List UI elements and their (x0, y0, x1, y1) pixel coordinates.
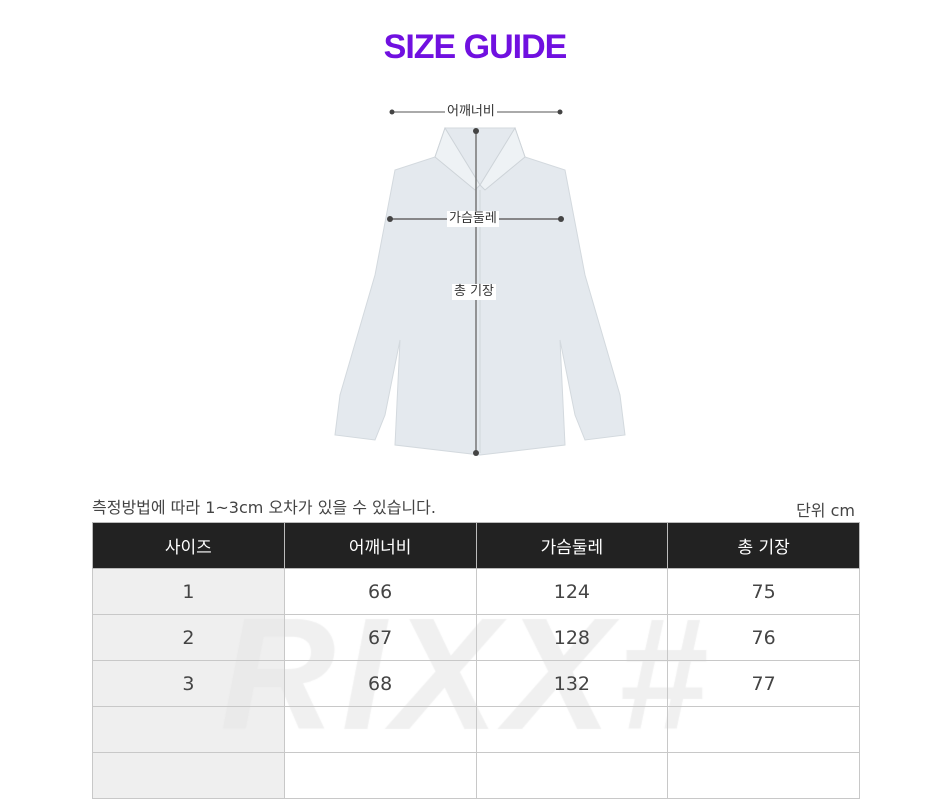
cell-length: 76 (667, 614, 860, 661)
chest-label: 가슴둘레 (447, 211, 499, 227)
cell-chest: 124 (475, 568, 669, 615)
header-shoulder: 어깨너비 (283, 522, 477, 569)
shirt-image (334, 109, 626, 456)
cell-length: 77 (667, 660, 860, 707)
cell-shoulder: 66 (283, 568, 477, 615)
cell-size: 1 (92, 568, 285, 615)
shoulder-label: 어깨너비 (445, 104, 497, 120)
cell-chest: 128 (475, 614, 669, 661)
header-chest: 가슴둘레 (475, 522, 669, 569)
table-header-row: 사이즈 어깨너비 가슴둘레 총 기장 (92, 522, 860, 569)
cell-length (667, 706, 860, 753)
cell-size: 2 (92, 614, 285, 661)
cell-size (92, 706, 285, 753)
header-length: 총 기장 (667, 522, 860, 569)
cell-length: 75 (667, 568, 860, 615)
unit-label: 단위 cm (796, 501, 855, 520)
cell-shoulder (283, 706, 477, 753)
measurement-note: 측정방법에 따라 1~3cm 오차가 있을 수 있습니다. (92, 498, 436, 517)
table-row (92, 706, 860, 753)
cell-shoulder (283, 752, 477, 799)
cell-size (92, 752, 285, 799)
table-row: 3 68 132 77 (92, 660, 860, 707)
cell-chest (475, 706, 669, 753)
table-row: 2 67 128 76 (92, 614, 860, 661)
table-row: 1 66 124 75 (92, 568, 860, 615)
cell-length (667, 752, 860, 799)
cell-chest: 132 (475, 660, 669, 707)
cell-chest (475, 752, 669, 799)
header-size: 사이즈 (92, 522, 285, 569)
cell-size: 3 (92, 660, 285, 707)
cell-shoulder: 67 (283, 614, 477, 661)
size-table: 사이즈 어깨너비 가슴둘레 총 기장 1 66 124 75 2 67 128 76 3 68 13… (92, 522, 860, 799)
shirt-measurement-diagram: 어깨너비 가슴둘레 총 기장 (320, 95, 640, 465)
length-label: 총 기장 (452, 284, 497, 300)
cell-shoulder: 68 (283, 660, 477, 707)
table-row (92, 752, 860, 799)
page-title: SIZE GUIDE (383, 28, 568, 66)
